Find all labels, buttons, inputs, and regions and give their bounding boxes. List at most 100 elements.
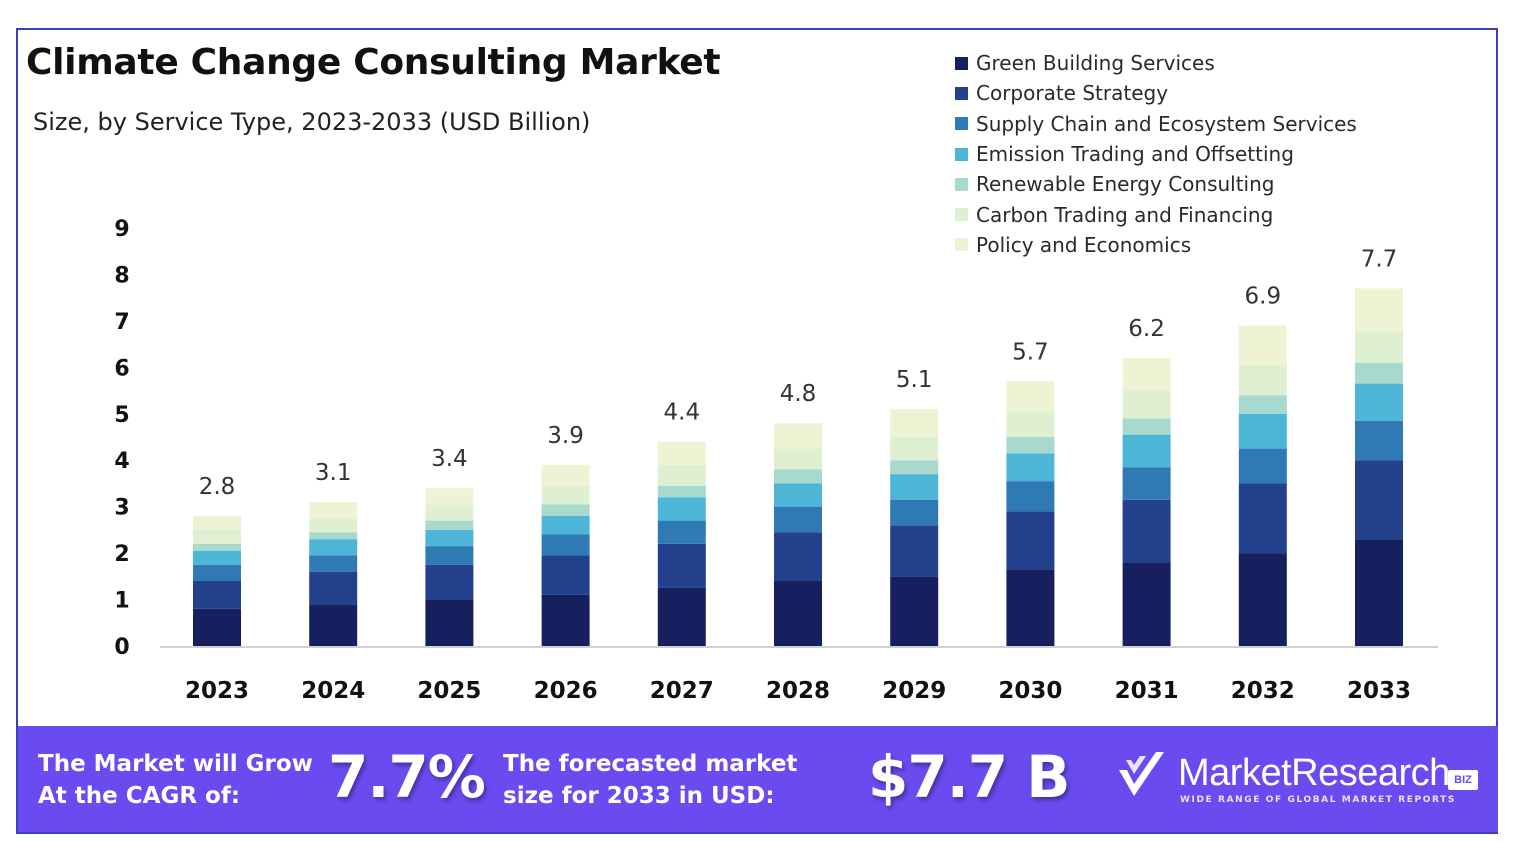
bar-segment xyxy=(193,543,241,551)
bar-segment xyxy=(193,564,241,581)
legend-item: Green Building Services xyxy=(955,48,1475,78)
cagr-label: The Market will Grow At the CAGR of: xyxy=(38,748,313,812)
cagr-value: 7.7% xyxy=(328,743,486,811)
bar-segment xyxy=(657,485,706,498)
y-tick-label: 6 xyxy=(114,356,129,381)
legend-label: Policy and Economics xyxy=(976,232,1192,257)
bar-segment xyxy=(1355,383,1403,421)
bar-segment xyxy=(1122,562,1171,646)
bar-total-label: 6.2 xyxy=(1128,316,1165,342)
bar-segment xyxy=(657,464,706,486)
bar-segment xyxy=(1238,365,1287,396)
bar-segment xyxy=(1006,569,1055,646)
bar-segment xyxy=(657,587,706,646)
legend-item: Supply Chain and Ecosystem Services xyxy=(955,109,1475,139)
bar-segment xyxy=(193,529,241,544)
forecast-label-line1: The forecasted market xyxy=(503,751,798,777)
bar-segment xyxy=(1355,420,1403,461)
chart-subtitle: Size, by Service Type, 2023-2033 (USD Bi… xyxy=(33,108,591,136)
bar-segment xyxy=(1238,553,1287,646)
forecast-label-line2: size for 2033 in USD: xyxy=(503,783,775,809)
bar-segment xyxy=(425,599,474,646)
bar-total-label: 3.4 xyxy=(431,446,468,472)
bar-segment xyxy=(309,555,358,572)
bar-segment xyxy=(890,525,939,577)
bar-segment xyxy=(193,580,241,609)
bar-segment xyxy=(1006,381,1055,412)
x-tick-label: 2032 xyxy=(1231,678,1295,704)
legend-swatch xyxy=(955,56,968,70)
bar-segment xyxy=(890,499,939,526)
bar-segment xyxy=(774,580,822,646)
bar-segment xyxy=(657,497,706,521)
bar-segment xyxy=(1122,467,1171,500)
bar-segment xyxy=(1238,325,1287,366)
y-tick-label: 3 xyxy=(114,496,129,521)
bar-total-label: 3.1 xyxy=(315,460,352,486)
bar-segment xyxy=(1122,358,1171,391)
legend-label: Corporate Strategy xyxy=(976,81,1169,106)
y-tick-label: 2 xyxy=(114,542,129,567)
bar-total-label: 3.9 xyxy=(547,423,584,449)
checkmark-logo-icon xyxy=(1119,752,1164,796)
bar-segment xyxy=(193,515,241,530)
bar-segment xyxy=(1355,362,1403,384)
bar-segment xyxy=(541,515,590,535)
bar-segment xyxy=(193,608,241,646)
bar-segment xyxy=(425,529,474,547)
forecast-label: The forecasted market size for 2033 in U… xyxy=(503,748,797,812)
legend-swatch xyxy=(955,117,968,131)
bar-segment xyxy=(541,485,590,505)
x-tick-label: 2033 xyxy=(1347,678,1411,704)
legend-swatch xyxy=(955,177,968,191)
bar-segment xyxy=(657,543,706,588)
chart-title: Climate Change Consulting Market xyxy=(26,42,721,83)
x-tick-label: 2031 xyxy=(1115,678,1179,704)
legend-swatch xyxy=(955,208,968,222)
bar-segment xyxy=(309,539,358,556)
bar-segment xyxy=(541,534,590,556)
x-tick-label: 2027 xyxy=(650,678,714,704)
bar-segment xyxy=(309,571,358,605)
bar-total-label: 7.7 xyxy=(1361,246,1398,272)
bar-segment xyxy=(1238,413,1287,449)
y-tick-label: 7 xyxy=(114,310,129,335)
bar-segment xyxy=(1006,511,1055,570)
bar-segment xyxy=(425,546,474,565)
x-tick-label: 2030 xyxy=(998,678,1062,704)
legend-swatch xyxy=(955,147,968,161)
bar-segment xyxy=(193,550,241,565)
bar-segment xyxy=(1238,483,1287,554)
y-tick-label: 0 xyxy=(114,635,129,660)
bar-segment xyxy=(1122,418,1171,435)
bar-segment xyxy=(774,506,822,533)
bar-segment xyxy=(890,474,939,500)
bar-segment xyxy=(1122,434,1171,468)
bar-segment xyxy=(541,504,590,516)
brand-tagline: WIDE RANGE OF GLOBAL MARKET REPORTS xyxy=(1180,795,1456,805)
bar-total-label: 6.9 xyxy=(1245,284,1282,310)
legend-label: Green Building Services xyxy=(976,51,1215,76)
y-tick-label: 5 xyxy=(114,403,129,428)
bar-total-label: 5.7 xyxy=(1012,339,1049,365)
bar-segment xyxy=(309,518,358,533)
legend-label: Supply Chain and Ecosystem Services xyxy=(976,111,1357,136)
legend-label: Emission Trading and Offsetting xyxy=(976,142,1294,167)
bar-segment xyxy=(541,594,590,646)
bar-segment xyxy=(890,460,939,475)
chart-legend: Green Building Services Corporate Strateg… xyxy=(955,48,1475,260)
bar-segment xyxy=(541,464,590,486)
bar-segment xyxy=(1355,539,1403,646)
x-tick-label: 2029 xyxy=(882,678,946,704)
bar-segment xyxy=(657,520,706,544)
bar-segment xyxy=(774,469,822,484)
bar-segment xyxy=(309,502,358,519)
x-tick-label: 2023 xyxy=(185,678,249,704)
bar-segment xyxy=(425,520,474,530)
x-tick-label: 2024 xyxy=(301,678,365,704)
bar-segment xyxy=(774,448,822,470)
legend-item: Corporate Strategy xyxy=(955,78,1475,108)
bar-segment xyxy=(1006,411,1055,437)
bar-segment xyxy=(1355,332,1403,363)
